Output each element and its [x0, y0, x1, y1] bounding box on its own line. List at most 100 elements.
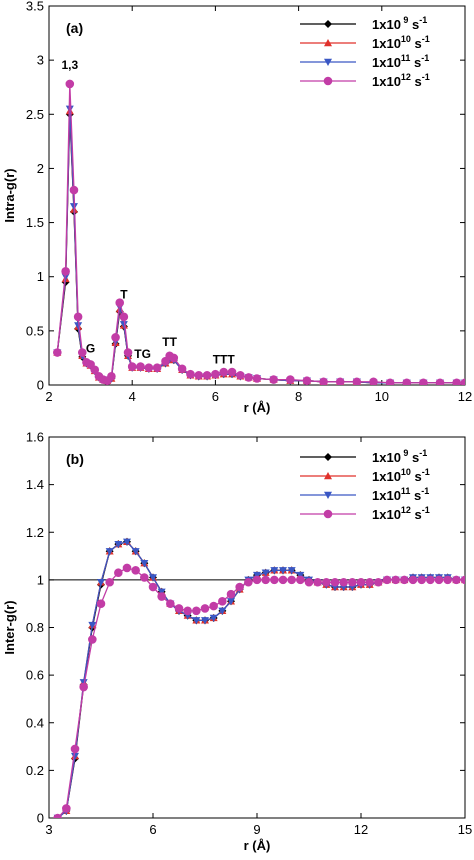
peak-annotation: T [120, 287, 128, 301]
y-tick-label: 0.5 [26, 323, 44, 338]
data-point [209, 601, 218, 611]
data-point [261, 575, 270, 585]
data-point [352, 377, 362, 385]
x-tick-label: 8 [295, 389, 302, 404]
y-tick-label: 1.4 [26, 477, 44, 492]
data-point [97, 579, 105, 587]
y-tick-label: 3.5 [26, 0, 44, 14]
data-point [148, 582, 158, 592]
legend-label-unit: s [408, 17, 419, 32]
peak-annotation: 1,3 [61, 58, 78, 72]
peak-annotation: TTT [213, 352, 236, 366]
legend-label: 1x1012 s-1 [372, 505, 430, 522]
data-point [62, 804, 71, 813]
data-point [90, 365, 100, 375]
data-point [123, 538, 131, 546]
data-point [261, 569, 270, 577]
y-tick-label: 1.6 [26, 430, 44, 445]
data-point [211, 369, 220, 379]
y-tick-label: 1 [37, 269, 44, 284]
data-point [374, 577, 383, 587]
x-tick-label: 3 [45, 822, 52, 837]
legend-label-unit: s [411, 507, 422, 522]
data-point [369, 377, 378, 385]
legend-label: 1x1011 s-1 [372, 53, 429, 70]
data-point [244, 373, 253, 382]
data-point [202, 370, 212, 380]
legend-label-unit: s [410, 55, 421, 70]
panel-label: (a) [66, 20, 83, 36]
legend-marker [324, 20, 332, 28]
chart-panel-a: 2 4 6 8 10 12 0 0.5 1 1.5 2 2.5 3 3.5 r (Å) Intra-g(r) (… [2, 0, 472, 415]
data-point [426, 575, 435, 585]
data-point [435, 378, 445, 385]
x-tick-label: 6 [149, 822, 156, 837]
legend-label-exponent: 12 [401, 505, 411, 515]
data-point [149, 574, 157, 582]
data-point [70, 744, 80, 754]
data-point [270, 575, 279, 585]
data-point [166, 599, 175, 608]
legend-label-base: 1x10 [372, 17, 401, 32]
legend-label-exponent: 10 [401, 467, 411, 477]
data-point [313, 577, 322, 587]
y-tick-label: 0.4 [26, 715, 44, 730]
data-point [115, 298, 125, 308]
legend-label-exponent: 9 [401, 15, 409, 25]
data-point [140, 560, 149, 568]
data-point [270, 567, 279, 575]
data-point [119, 312, 129, 322]
legend-label-unit-exponent: -1 [422, 467, 430, 477]
data-point [460, 575, 465, 585]
data-point [419, 378, 428, 385]
data-point [88, 621, 97, 630]
data-point [302, 376, 312, 385]
data-point [322, 577, 331, 587]
data-point [252, 575, 262, 585]
data-point [452, 575, 461, 585]
data-point [330, 577, 340, 587]
y-tick-label: 0 [37, 811, 44, 826]
data-point [269, 375, 278, 384]
data-point [119, 321, 128, 329]
data-point [219, 367, 229, 377]
data-point [434, 575, 444, 585]
data-point [365, 577, 374, 587]
data-point [385, 378, 395, 385]
y-tick-label: 0.2 [26, 763, 44, 778]
data-point [140, 573, 149, 582]
x-tick-label: 9 [253, 822, 260, 837]
series-3 [53, 563, 465, 818]
data-point [53, 348, 62, 357]
data-point [201, 617, 209, 625]
data-point [131, 566, 140, 575]
data-point [209, 614, 218, 622]
legend-label-base: 1x10 [372, 488, 401, 503]
series-line [56, 110, 465, 384]
legend-label-unit-exponent: -1 [422, 505, 430, 515]
data-point [192, 617, 201, 625]
data-point [356, 577, 366, 587]
legend-label-unit-exponent: -1 [419, 15, 427, 25]
legend-label-unit-exponent: -1 [422, 34, 430, 44]
legend-label-unit: s [408, 450, 419, 465]
data-point [169, 353, 179, 363]
data-point [111, 333, 120, 342]
legend-label-exponent: 9 [401, 448, 409, 458]
legend-label-base: 1x10 [372, 450, 401, 465]
y-tick-label: 0 [37, 378, 44, 393]
series-2 [53, 105, 465, 385]
legend-marker [323, 76, 333, 86]
y-axis-label: Intra-g(r) [2, 168, 17, 222]
data-point [114, 568, 123, 578]
data-point [226, 589, 236, 599]
data-point [252, 374, 262, 383]
data-point [253, 571, 261, 580]
legend-label-base: 1x10 [372, 55, 401, 70]
data-point [287, 567, 296, 575]
legend-label: 1x1010 s-1 [372, 467, 430, 484]
data-point [227, 367, 237, 377]
